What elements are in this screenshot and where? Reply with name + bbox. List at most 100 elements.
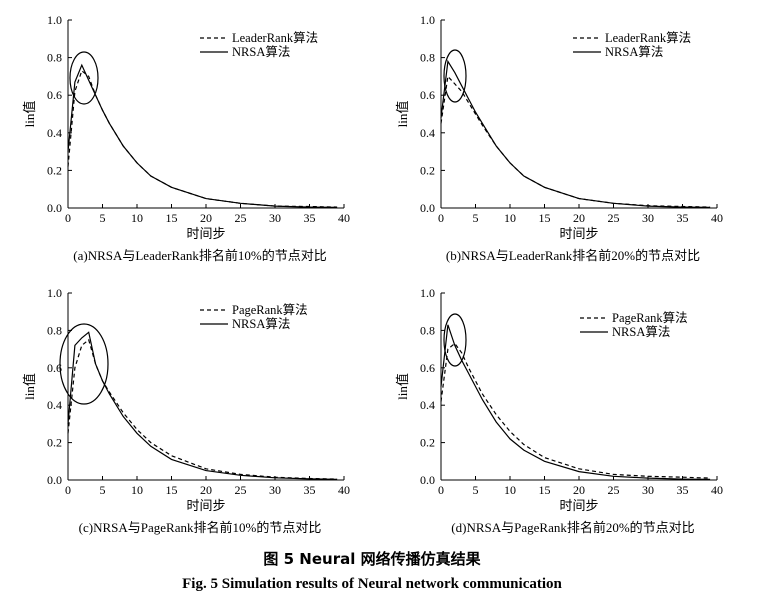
peak-highlight-ellipse bbox=[59, 323, 109, 405]
chart-panel-a: 0.0 0.2 0.4 0.6 0.8 1.0 0 5 10 15 20 25 30 35 40 时间步 lin… bbox=[22, 13, 350, 263]
x-axis-label: 时间步 bbox=[559, 226, 598, 241]
y-axis-label: lin值 bbox=[395, 101, 410, 128]
y-axis-label: lin值 bbox=[22, 373, 37, 400]
y-tick-label: 0.4 bbox=[420, 126, 435, 140]
y-tick-label: 0.0 bbox=[420, 473, 435, 487]
legend-label: LeaderRank算法 bbox=[232, 30, 318, 45]
series-line-dashed bbox=[67, 69, 338, 208]
x-tick-label: 20 bbox=[200, 483, 212, 497]
x-tick-label: 20 bbox=[573, 483, 585, 497]
y-tick-label: 0.2 bbox=[420, 436, 435, 450]
y-tick-label: 0.4 bbox=[420, 398, 435, 412]
legend-label: NRSA算法 bbox=[232, 44, 290, 59]
x-tick-label: 30 bbox=[642, 211, 654, 225]
x-tick-label: 10 bbox=[504, 211, 516, 225]
y-tick-label: 0.0 bbox=[420, 201, 435, 215]
x-tick-label: 15 bbox=[539, 483, 551, 497]
x-tick-label: 25 bbox=[235, 211, 247, 225]
y-tick-label: 0.6 bbox=[420, 88, 435, 102]
peak-highlight-ellipse bbox=[69, 51, 99, 105]
y-tick-label: 0.8 bbox=[47, 323, 62, 337]
series-line-solid bbox=[440, 59, 711, 208]
y-tick-label: 0.0 bbox=[47, 473, 62, 487]
x-tick-label: 15 bbox=[539, 211, 551, 225]
x-tick-label: 15 bbox=[166, 483, 178, 497]
x-tick-label: 35 bbox=[304, 211, 316, 225]
legend-label: NRSA算法 bbox=[605, 44, 663, 59]
y-tick-label: 0.2 bbox=[47, 436, 62, 450]
x-tick-label: 0 bbox=[438, 211, 444, 225]
y-tick-label: 0.0 bbox=[47, 201, 62, 215]
series-line-solid bbox=[67, 63, 338, 208]
y-tick-label: 0.8 bbox=[420, 323, 435, 337]
y-tick-label: 0.2 bbox=[420, 163, 435, 177]
x-tick-label: 0 bbox=[65, 211, 71, 225]
x-tick-label: 30 bbox=[269, 211, 281, 225]
x-tick-label: 10 bbox=[131, 483, 143, 497]
y-tick-label: 0.6 bbox=[47, 88, 62, 102]
chart-panel-c: 0.0 0.2 0.4 0.6 0.8 1.0 0 5 10 15 20 25 30 35 40 时间步 lin… bbox=[22, 286, 350, 535]
x-axis-label: 时间步 bbox=[186, 498, 225, 513]
peak-highlight-ellipse bbox=[443, 49, 467, 103]
legend-label: NRSA算法 bbox=[232, 316, 290, 331]
x-tick-label: 10 bbox=[504, 483, 516, 497]
legend-label: NRSA算法 bbox=[612, 324, 670, 339]
series-line-solid bbox=[67, 331, 338, 480]
y-axis-label: lin值 bbox=[395, 373, 410, 400]
series-line-dashed bbox=[67, 338, 338, 480]
x-tick-label: 5 bbox=[100, 211, 106, 225]
x-tick-label: 25 bbox=[608, 483, 620, 497]
y-tick-label: 0.4 bbox=[47, 398, 62, 412]
panel-subtitle: (a)NRSA与LeaderRank排名前10%的节点对比 bbox=[73, 248, 326, 263]
x-tick-label: 40 bbox=[338, 483, 350, 497]
legend-label: PageRank算法 bbox=[612, 310, 688, 325]
x-tick-label: 25 bbox=[235, 483, 247, 497]
panel-subtitle: (d)NRSA与PageRank排名前20%的节点对比 bbox=[451, 520, 694, 535]
x-tick-label: 30 bbox=[642, 483, 654, 497]
x-tick-label: 40 bbox=[711, 483, 723, 497]
x-tick-label: 20 bbox=[200, 211, 212, 225]
x-tick-label: 35 bbox=[677, 211, 689, 225]
x-tick-label: 5 bbox=[473, 211, 479, 225]
x-tick-label: 0 bbox=[65, 483, 71, 497]
x-axis-label: 时间步 bbox=[186, 226, 225, 241]
panel-subtitle: (b)NRSA与LeaderRank排名前20%的节点对比 bbox=[446, 248, 700, 263]
figure-caption-en: Fig. 5 Simulation results of Neural netw… bbox=[182, 576, 562, 592]
series-line-dashed bbox=[440, 342, 711, 479]
y-tick-label: 1.0 bbox=[47, 13, 62, 27]
chart-panel-d: 0.0 0.2 0.4 0.6 0.8 1.0 0 5 10 15 20 25 30 35 40 时间步 lin… bbox=[395, 286, 723, 535]
x-tick-label: 30 bbox=[269, 483, 281, 497]
x-tick-label: 35 bbox=[677, 483, 689, 497]
x-axis-label: 时间步 bbox=[559, 498, 598, 513]
legend-label: PageRank算法 bbox=[232, 302, 308, 317]
figure-caption-cn: 图 5 Neural 网络传播仿真结果 bbox=[263, 550, 481, 568]
x-tick-label: 5 bbox=[100, 483, 106, 497]
x-tick-label: 5 bbox=[473, 483, 479, 497]
x-tick-label: 0 bbox=[438, 483, 444, 497]
y-tick-label: 0.4 bbox=[47, 126, 62, 140]
y-tick-label: 1.0 bbox=[47, 286, 62, 300]
x-tick-label: 25 bbox=[608, 211, 620, 225]
y-tick-label: 0.8 bbox=[47, 51, 62, 65]
y-axis-label: lin值 bbox=[22, 101, 37, 128]
legend-label: LeaderRank算法 bbox=[605, 30, 691, 45]
series-line-solid bbox=[440, 324, 711, 480]
x-tick-label: 40 bbox=[711, 211, 723, 225]
panel-subtitle: (c)NRSA与PageRank排名前10%的节点对比 bbox=[79, 520, 322, 535]
series-line-dashed bbox=[440, 75, 711, 208]
y-tick-label: 0.2 bbox=[47, 163, 62, 177]
y-tick-label: 1.0 bbox=[420, 13, 435, 27]
y-tick-label: 0.6 bbox=[420, 361, 435, 375]
peak-highlight-ellipse bbox=[443, 313, 467, 367]
y-tick-label: 1.0 bbox=[420, 286, 435, 300]
x-tick-label: 20 bbox=[573, 211, 585, 225]
x-tick-label: 35 bbox=[304, 483, 316, 497]
x-tick-label: 10 bbox=[131, 211, 143, 225]
x-tick-label: 15 bbox=[166, 211, 178, 225]
chart-panel-b: 0.0 0.2 0.4 0.6 0.8 1.0 0 5 10 15 20 25 30 35 40 时间步 lin… bbox=[395, 13, 723, 263]
